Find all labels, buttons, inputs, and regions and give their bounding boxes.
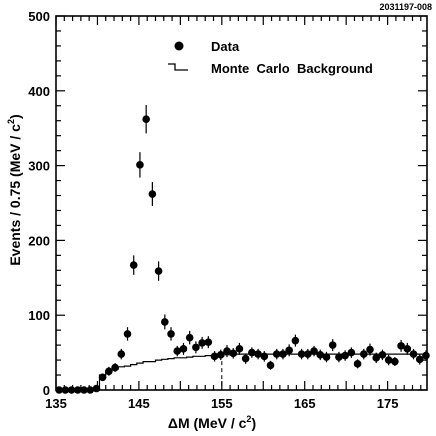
- data-point: [86, 386, 94, 394]
- x-tick-label: 145: [128, 396, 150, 411]
- data-point: [98, 373, 107, 382]
- data-point: [92, 384, 101, 393]
- data-point: [403, 345, 412, 353]
- x-tick-label: 135: [45, 396, 67, 411]
- data-point: [235, 345, 244, 353]
- data-point: [73, 386, 82, 394]
- x-tick-label: 165: [294, 396, 316, 411]
- data-point: [241, 354, 250, 363]
- data-point: [198, 339, 206, 347]
- data-point: [397, 342, 405, 350]
- data-point: [372, 354, 381, 362]
- y-tick-labels: 0 100 200 300 400 500: [28, 9, 50, 398]
- y-tick-label: 500: [28, 9, 50, 24]
- data-point: [223, 347, 231, 355]
- data-points-layer: [55, 105, 430, 394]
- data-point: [216, 351, 225, 359]
- x-axis-title: ΔM (MeV / c2): [168, 414, 256, 431]
- data-point: [154, 267, 163, 275]
- legend-data-marker: [174, 41, 184, 51]
- y-tick-label: 400: [28, 84, 50, 99]
- data-point: [148, 190, 157, 198]
- x-axis-title-sup: 2: [246, 414, 251, 424]
- y-axis-title: Events / 0.75 (MeV / c2): [6, 114, 23, 265]
- x-tick-label: 175: [377, 396, 399, 411]
- data-point: [117, 350, 126, 358]
- data-point: [61, 386, 70, 394]
- data-point: [422, 351, 430, 360]
- data-point: [359, 350, 368, 358]
- data-point: [279, 350, 287, 358]
- data-point: [316, 351, 325, 359]
- data-point: [123, 330, 132, 338]
- data-point: [322, 353, 331, 361]
- data-point: [409, 350, 418, 358]
- data-point: [335, 353, 343, 361]
- data-point: [136, 161, 144, 169]
- figure-id: 2031197-008: [379, 2, 432, 12]
- data-point: [254, 350, 262, 358]
- legend-mc-label: Monte Carlo Background: [211, 61, 373, 76]
- data-point: [210, 352, 219, 361]
- data-point: [353, 360, 362, 368]
- x-axis-title-end: ): [251, 415, 256, 431]
- data-point: [179, 345, 188, 353]
- legend-mc-marker: [168, 63, 188, 71]
- y-tick-label: 100: [28, 308, 50, 323]
- y-tick-label: 200: [28, 233, 50, 248]
- data-point: [384, 356, 393, 364]
- data-point: [415, 355, 424, 364]
- x-tick-label: 155: [211, 396, 233, 411]
- data-point: [285, 346, 293, 355]
- data-point: [129, 261, 138, 269]
- data-point: [173, 347, 182, 355]
- data-point: [341, 351, 349, 360]
- data-point: [80, 386, 88, 394]
- y-tick-label: 0: [43, 383, 50, 398]
- data-point: [55, 386, 63, 394]
- data-point: [204, 338, 213, 346]
- data-point: [248, 348, 256, 357]
- data-point: [391, 357, 399, 366]
- data-point: [272, 350, 281, 358]
- axis-ticks: [55, 15, 427, 391]
- data-point: [378, 351, 387, 359]
- legend: Data Monte Carlo Background: [168, 39, 373, 76]
- data-point: [328, 341, 337, 349]
- plot-frame: [55, 15, 428, 391]
- y-axis-title-sup: 2: [6, 119, 16, 124]
- x-axis-title-main: ΔM (MeV / c: [168, 415, 247, 431]
- data-point: [366, 345, 374, 354]
- legend-data-label: Data: [211, 39, 240, 54]
- data-point: [105, 367, 113, 376]
- data-point: [297, 350, 306, 358]
- data-point: [67, 386, 76, 394]
- x-tick-labels: 135 145 155 165 175: [45, 396, 398, 411]
- data-point: [111, 363, 119, 372]
- data-point: [304, 350, 312, 358]
- data-point: [185, 333, 194, 342]
- y-axis-title-main: Events / 0.75 (MeV / c: [7, 124, 23, 266]
- data-point: [260, 352, 269, 361]
- data-point: [310, 347, 318, 355]
- data-point: [161, 318, 169, 326]
- data-point: [167, 330, 175, 338]
- data-point: [229, 349, 238, 358]
- y-axis-title-end: ): [7, 114, 23, 119]
- data-point: [192, 343, 200, 352]
- data-point: [347, 348, 356, 357]
- data-point: [142, 115, 150, 124]
- data-point: [291, 336, 300, 345]
- data-point: [266, 361, 275, 370]
- y-tick-label: 300: [28, 159, 50, 174]
